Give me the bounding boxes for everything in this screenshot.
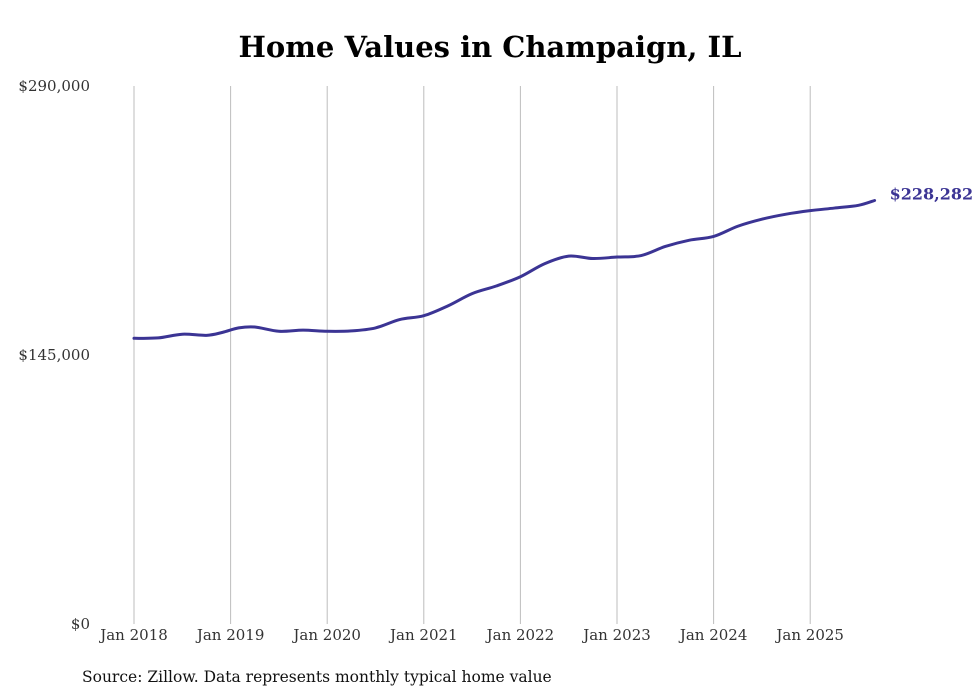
x-tick-label: Jan 2019 [195, 626, 265, 644]
x-tick-label: Jan 2025 [774, 626, 844, 644]
y-tick-label: $290,000 [18, 77, 90, 95]
gridlines [133, 86, 811, 624]
x-tick-label: Jan 2024 [678, 626, 748, 644]
x-axis-tick-labels: Jan 2018 Jan 2019 Jan 2020 Jan 2021 Jan 2022… [98, 626, 844, 644]
y-tick-label: $0 [71, 615, 90, 633]
x-tick-label: Jan 2020 [291, 626, 361, 644]
x-tick-label: Jan 2021 [388, 626, 458, 644]
y-tick-label: $145,000 [18, 346, 90, 364]
source-note: Source: Zillow. Data represents monthly … [82, 668, 552, 686]
x-tick-label: Jan 2022 [485, 626, 555, 644]
series-layer [132, 199, 877, 340]
x-tick-label: Jan 2018 [98, 626, 168, 644]
series-line [132, 199, 877, 340]
end-value-label: $228,282 [890, 184, 974, 203]
x-tick-label: Jan 2023 [581, 626, 651, 644]
chart-title: Home Values in Champaign, IL [238, 30, 742, 64]
end-label-layer: $228,282 [890, 184, 974, 203]
y-axis-tick-labels: $0 $145,000 $290,000 [18, 77, 90, 633]
